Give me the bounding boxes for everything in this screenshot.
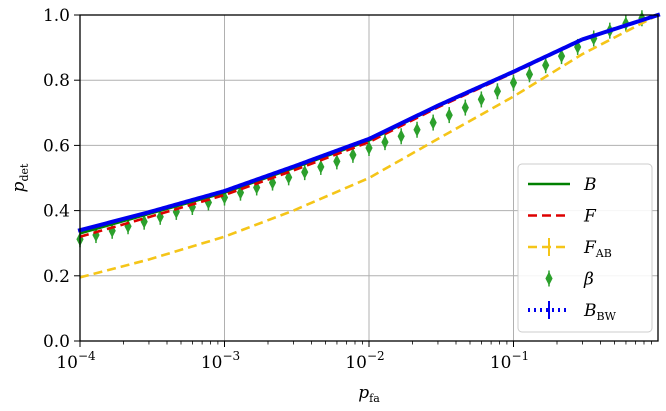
diamond-marker — [381, 135, 389, 150]
data-point — [493, 83, 502, 100]
legend-item: FAB — [528, 238, 612, 260]
y-axis-label-main: p — [9, 181, 29, 192]
diamond-marker — [349, 147, 357, 162]
data-point — [525, 66, 534, 83]
diamond-marker — [461, 100, 469, 115]
series-f-ab-line — [79, 13, 659, 279]
y-tick-label: 0.4 — [43, 202, 70, 222]
x-tick-base: 10 — [490, 353, 512, 373]
y-tick-label: 1.0 — [43, 6, 70, 26]
data-point — [477, 91, 485, 108]
x-tick-base: 10 — [201, 353, 223, 373]
legend-item: BBW — [528, 301, 617, 323]
diamond-marker — [557, 49, 566, 64]
data-point — [333, 153, 341, 170]
diamond-marker — [509, 75, 518, 90]
legend-label: F — [583, 207, 597, 227]
y-tick-label: 0.8 — [43, 71, 70, 91]
data-point — [365, 140, 373, 157]
x-axis-label: pfa — [358, 383, 380, 405]
legend-label-main: F — [583, 207, 597, 227]
ticks: 10−4 10−3 10−2 10−10.00.20.40.60.81.0 — [43, 6, 652, 373]
data-point — [397, 128, 405, 145]
legend-item: β — [545, 270, 594, 290]
legend-label: β — [583, 270, 594, 290]
diamond-marker — [574, 39, 582, 54]
diamond-marker — [429, 115, 437, 130]
x-tick-exponent: −4 — [78, 349, 96, 363]
diamond-marker — [493, 84, 502, 99]
diamond-marker — [317, 159, 325, 174]
diamond-marker — [445, 108, 453, 123]
y-tick-label: 0.6 — [43, 136, 70, 156]
x-tick-label: 10−1 — [490, 349, 529, 373]
diamond-marker — [333, 154, 341, 169]
legend-box — [517, 163, 653, 333]
diamond-marker — [397, 129, 405, 144]
x-tick-exponent: −3 — [222, 349, 240, 363]
series-b-bw-line — [77, 12, 661, 233]
y-axis-label-sub: det — [18, 163, 31, 182]
legend-label: BBW — [583, 301, 617, 323]
x-axis-label-main: p — [358, 383, 369, 403]
legend-label-main: B — [583, 301, 597, 321]
diamond-marker — [542, 58, 550, 73]
legend-item: B — [528, 175, 597, 195]
legend-item: F — [528, 207, 597, 227]
data-point — [381, 134, 389, 151]
x-tick-base: 10 — [56, 353, 78, 373]
diamond-marker — [413, 122, 421, 137]
data-point — [509, 74, 518, 91]
diamond-marker — [365, 141, 373, 156]
diamond-marker — [301, 165, 309, 180]
y-tick-label: 0.0 — [43, 332, 70, 352]
x-tick-exponent: −1 — [511, 349, 529, 363]
x-tick-label: 10−4 — [56, 349, 96, 373]
diamond-marker — [140, 214, 148, 229]
x-tick-base: 10 — [345, 353, 367, 373]
legend-label: FAB — [583, 238, 612, 260]
diamond-marker — [545, 271, 553, 286]
data-point — [461, 99, 469, 116]
x-axis-label-sub: fa — [369, 392, 380, 405]
legend-label-main: B — [583, 175, 597, 195]
x-tick-label: 10−3 — [201, 349, 240, 373]
data-point — [545, 270, 553, 287]
data-point — [301, 164, 309, 181]
diamond-marker — [525, 67, 534, 82]
data-point — [429, 114, 437, 131]
x-tick-label: 10−2 — [345, 349, 384, 373]
y-axis-label: pdet — [9, 163, 31, 192]
data-point — [445, 107, 453, 124]
y-tick-label: 0.2 — [43, 267, 70, 287]
legend-label-main: F — [583, 238, 597, 258]
diamond-marker — [477, 92, 485, 107]
legend-label-sub: AB — [595, 247, 612, 260]
data-point — [413, 121, 421, 138]
legend-label: B — [583, 175, 597, 195]
legend-label-sub: BW — [597, 310, 617, 323]
data-point — [542, 57, 550, 74]
legend-label-main: β — [583, 270, 594, 290]
x-tick-exponent: −2 — [367, 349, 385, 363]
